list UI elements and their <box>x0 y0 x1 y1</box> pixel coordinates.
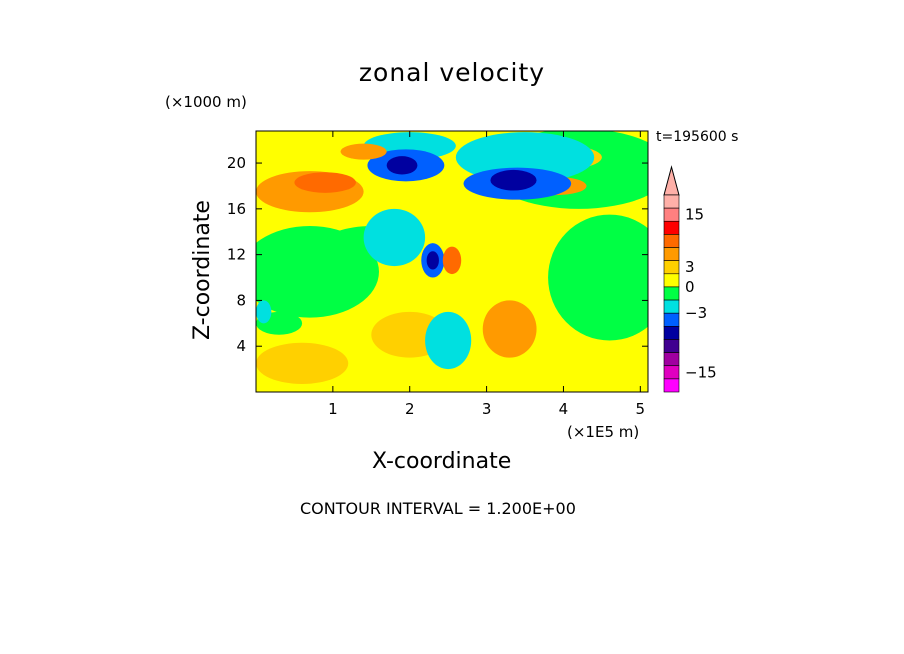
colorbar-swatch-4 <box>663 247 680 261</box>
colorbar-label-4: −15 <box>685 363 717 381</box>
field-region-7 <box>482 300 537 358</box>
colorbar-swatch-6 <box>663 273 680 288</box>
colorbar-swatch-13 <box>663 365 680 380</box>
y-tick-label-2: 12 <box>227 246 246 264</box>
field-region-25 <box>256 300 272 324</box>
field-region-2 <box>548 214 648 341</box>
y-axis-ticks: 4 8 12 16 20 <box>227 154 648 355</box>
colorbar-label-0: 15 <box>685 206 704 224</box>
y-tick-label-4: 20 <box>227 154 246 172</box>
y-axis-unit: (×1000 m) <box>165 93 247 111</box>
colorbar-swatch-3 <box>663 234 680 248</box>
field-region-23 <box>340 143 387 160</box>
colorbar-swatch-10 <box>663 326 680 340</box>
colorbar-swatch-7 <box>663 286 680 301</box>
colorbar-arrow <box>663 165 680 196</box>
field-region-21 <box>426 251 439 270</box>
plot-frame <box>255 130 649 393</box>
x-tick-label-1: 2 <box>405 400 415 418</box>
x-tick-label-2: 3 <box>482 400 492 418</box>
x-tick-label-0: 1 <box>328 400 338 418</box>
x-axis-ticks: 1 2 3 4 5 <box>328 131 645 418</box>
colorbar-swatch-11 <box>663 339 680 353</box>
colorbar-swatch-1 <box>663 207 680 222</box>
colorbar: 15 3 0 −3 −15 <box>663 165 717 393</box>
colorbar-swatch-8 <box>663 299 680 314</box>
y-tick-label-3: 16 <box>227 200 246 218</box>
colorbar-swatch-12 <box>663 352 680 367</box>
field-region-19 <box>386 156 418 175</box>
field-region-22 <box>442 246 462 275</box>
colorbar-swatch-9 <box>663 312 680 327</box>
x-axis-label: X-coordinate <box>372 449 512 474</box>
colorbar-swatch-5 <box>663 260 680 275</box>
colorbar-swatch-0 <box>663 194 680 209</box>
colorbar-label-1: 3 <box>685 258 695 276</box>
x-axis-unit: (×1E5 m) <box>567 423 640 441</box>
y-tick-label-0: 4 <box>236 337 246 355</box>
x-tick-label-3: 4 <box>559 400 569 418</box>
colorbar-swatch-2 <box>663 220 680 235</box>
contour-interval-note: CONTOUR INTERVAL = 1.200E+00 <box>300 499 576 518</box>
field-region-9 <box>294 172 356 193</box>
colorbar-label-3: −3 <box>685 304 707 322</box>
colorbar-label-2: 0 <box>685 278 695 296</box>
field-region-5 <box>256 342 349 384</box>
colorbar-swatch-14 <box>663 378 680 393</box>
y-tick-label-1: 8 <box>236 291 246 309</box>
time-stamp-label: t=195600 s <box>656 129 739 145</box>
field-region-12 <box>363 208 426 267</box>
chart-title: zonal velocity <box>358 58 546 87</box>
field-region-13 <box>425 311 472 370</box>
velocity-field <box>256 131 648 392</box>
x-tick-label-4: 5 <box>636 400 646 418</box>
field-region-18 <box>490 169 537 191</box>
